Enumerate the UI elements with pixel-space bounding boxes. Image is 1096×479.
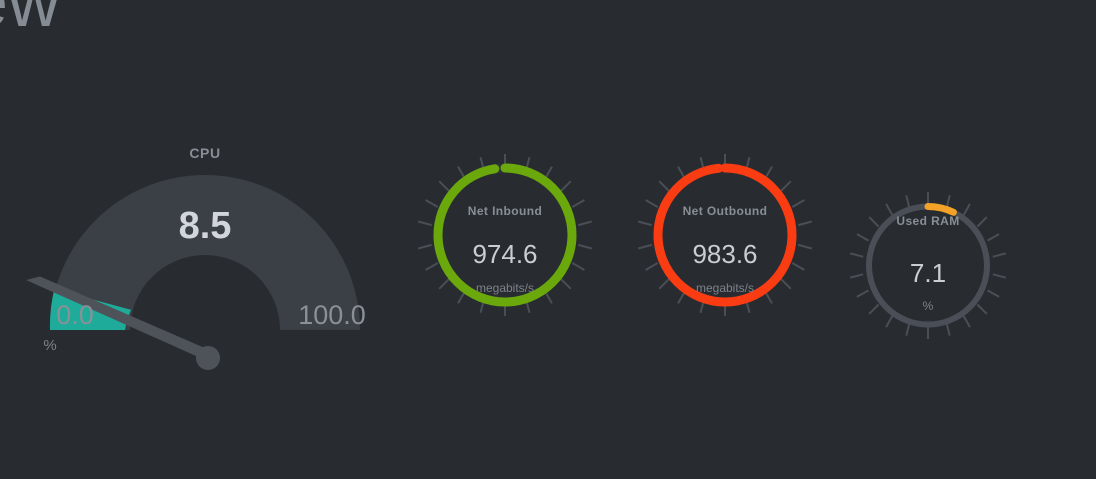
net-outbound-value: 983.6 xyxy=(692,239,757,269)
cpu-gauge-value: 8.5 xyxy=(179,205,232,247)
used-ram-title: Used RAM xyxy=(896,214,959,228)
net-inbound-title: Net Inbound xyxy=(468,204,542,218)
cpu-gauge-max-label: 100.0 xyxy=(298,300,366,330)
cpu-gauge-needle xyxy=(26,276,220,370)
cpu-gauge-title: CPU xyxy=(189,145,220,161)
cpu-gauge-track xyxy=(50,175,360,330)
gauge-cpu[interactable]: CPU 8.5 0.0 100.0 % xyxy=(0,145,470,390)
cpu-gauge-min-label: 0.0 xyxy=(56,300,94,330)
net-outbound-value-arc xyxy=(653,163,797,307)
gauge-net-outbound[interactable]: Net Outbound 983.6 megabits/s xyxy=(630,145,820,365)
net-inbound-unit: megabits/s xyxy=(476,281,534,295)
cpu-gauge-unit: % xyxy=(43,337,56,354)
net-inbound-tick-marks xyxy=(417,154,593,316)
used-ram-value-arc xyxy=(865,203,991,328)
page-title: iew xyxy=(0,0,61,42)
net-inbound-value: 974.6 xyxy=(472,239,537,269)
used-ram-value: 7.1 xyxy=(910,258,946,288)
gauge-used-ram[interactable]: Used RAM 7.1 % xyxy=(849,180,1030,370)
net-inbound-value-arc xyxy=(433,163,577,307)
net-outbound-title: Net Outbound xyxy=(683,204,768,218)
net-outbound-unit: megabits/s xyxy=(696,281,754,295)
used-ram-unit: % xyxy=(923,299,934,313)
gauge-net-inbound[interactable]: Net Inbound 974.6 megabits/s xyxy=(410,145,600,365)
